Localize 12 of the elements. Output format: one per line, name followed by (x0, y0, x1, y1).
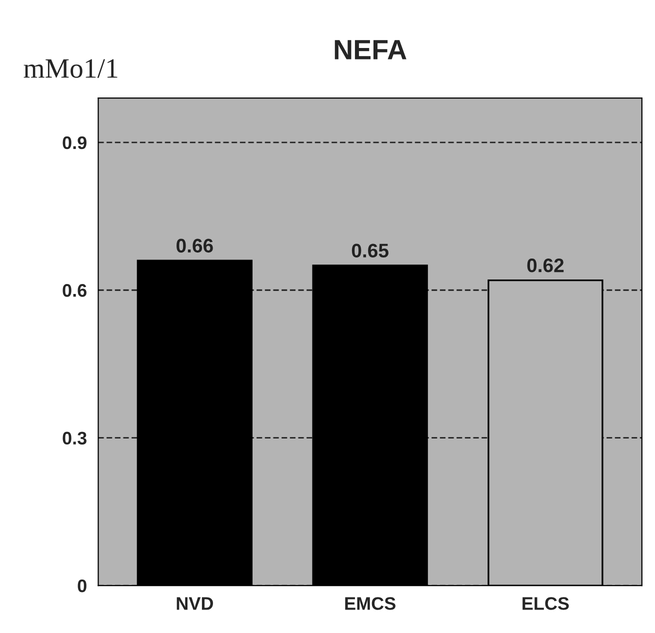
x-tick-label: EMCS (345, 597, 396, 610)
data-label: 0.66 (176, 238, 213, 253)
chart-title: NEFA (334, 40, 406, 60)
y-tick-label: 0.6 (62, 284, 86, 297)
data-label: 0.62 (527, 258, 564, 272)
y-tick-label: 0.9 (62, 136, 86, 150)
y-tick-label: 0 (78, 579, 86, 592)
x-tick-label: ELCS (522, 597, 569, 610)
x-tick-label: NVD (176, 597, 214, 610)
y-tick-label: 0.3 (62, 432, 86, 445)
data-label: 0.65 (352, 244, 388, 258)
y-axis-title: mMo1/1 (24, 59, 118, 78)
